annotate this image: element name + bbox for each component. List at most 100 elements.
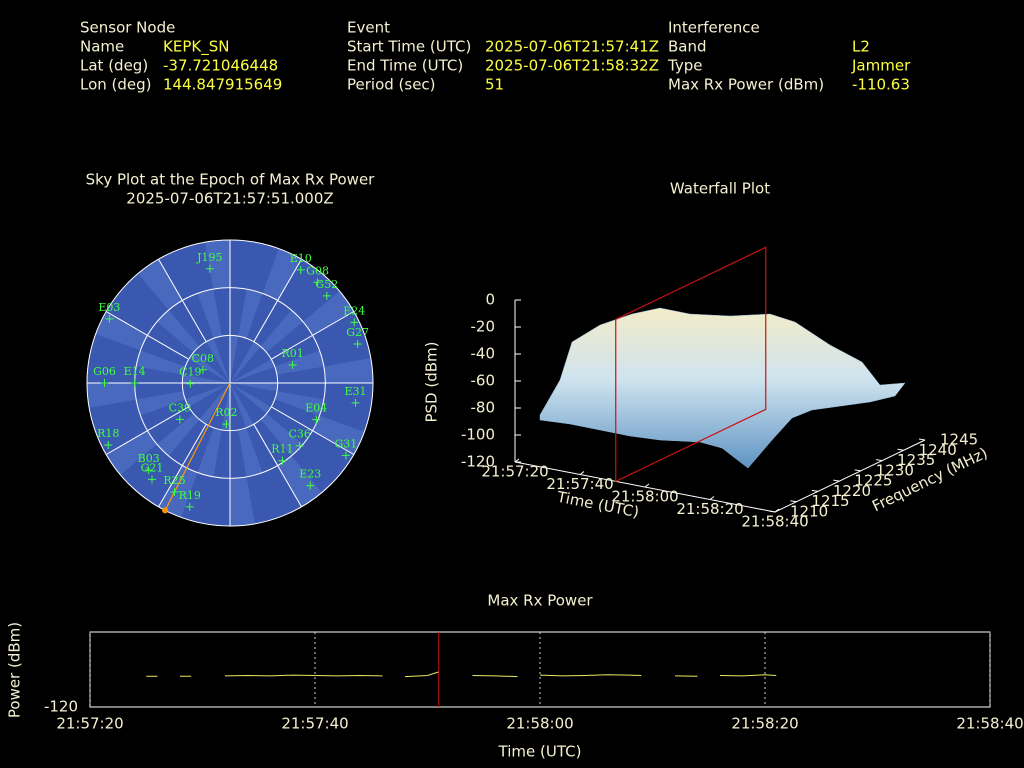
satellite-marker — [148, 475, 157, 484]
azimuth-line — [271, 311, 355, 360]
sky-tile — [230, 383, 278, 392]
satellite-marker — [205, 264, 214, 273]
satellite-marker — [353, 339, 362, 348]
sky-tile — [230, 476, 255, 526]
satellite-marker — [288, 361, 297, 370]
y-tick-label: -120 — [44, 698, 78, 716]
z-tick-label: -80 — [471, 399, 496, 417]
satellite-label: R02 — [215, 406, 237, 419]
power-line — [472, 675, 518, 678]
x-tick — [644, 483, 650, 488]
sky-tile — [323, 358, 373, 383]
z-tick-label: 0 — [485, 291, 495, 309]
satellite-label: G27 — [346, 326, 369, 339]
x-tick-label: 21:58:40 — [741, 513, 808, 531]
y-tick — [833, 479, 840, 482]
satellite-label: E04 — [305, 402, 327, 415]
sky-tile — [260, 309, 304, 353]
satellite-label: R18 — [97, 427, 119, 440]
satellite-label: R01 — [281, 347, 303, 360]
field-value: Jammer — [851, 57, 911, 75]
chart-subtitle: 2025-07-06T21:57:51.000Z — [126, 190, 333, 208]
satellite-label: G06 — [93, 365, 116, 378]
azimuth-line — [253, 424, 302, 508]
field-value: -37.721046448 — [163, 57, 278, 75]
sky-tile — [274, 391, 324, 416]
sky-tile — [230, 359, 275, 383]
field-label: Period (sec) — [347, 76, 436, 94]
field-value: -110.63 — [852, 76, 910, 94]
satellite-marker — [306, 481, 315, 490]
satellite-marker — [175, 415, 184, 424]
satellite-marker — [351, 398, 360, 407]
interference-dot — [162, 507, 169, 514]
sky-tile — [185, 383, 230, 407]
field-label: Lon (deg) — [80, 76, 152, 94]
satellite-marker — [222, 420, 231, 429]
sky-tile — [138, 259, 183, 310]
azimuth-line — [105, 406, 189, 455]
satellite-marker — [170, 488, 179, 497]
satellite-label: C36 — [288, 428, 310, 441]
azimuth-line — [158, 258, 207, 342]
psd-surface — [539, 307, 906, 469]
power-line — [404, 671, 439, 678]
x-tick-label: 21:58:40 — [956, 715, 1023, 733]
satellite-marker — [104, 441, 113, 450]
sky-tile — [206, 338, 230, 383]
section-title: Event — [347, 19, 390, 37]
field-label: Name — [80, 38, 124, 56]
field-value: 2025-07-06T21:58:32Z — [485, 57, 659, 75]
field-value: KEPK_SN — [163, 38, 229, 57]
satellite-label: E10 — [290, 252, 312, 265]
frequency-axis — [774, 439, 926, 513]
z-tick-label: -40 — [471, 345, 496, 363]
sky-tile — [230, 383, 272, 414]
field-label: End Time (UTC) — [347, 57, 463, 75]
sky-tile — [182, 374, 230, 383]
satellite-label: G31 — [334, 437, 357, 450]
azimuth-line — [105, 311, 189, 360]
y-tick — [811, 489, 818, 492]
y-tick — [918, 438, 926, 441]
sky-tile — [205, 240, 230, 290]
satellite-label: E23 — [299, 468, 321, 481]
y-tick — [768, 510, 776, 513]
x-tick-label: 21:57:20 — [481, 463, 548, 481]
z-tick-label: -100 — [461, 426, 495, 444]
sky-tile — [221, 383, 230, 431]
sky-tile — [197, 289, 222, 339]
y-tick — [876, 459, 883, 462]
power-line — [719, 674, 777, 677]
chart-title: Sky Plot at the Epoch of Max Rx Power — [86, 171, 376, 189]
z-tick-label: -20 — [471, 318, 496, 336]
sky-tile — [136, 350, 186, 375]
sky-tile — [156, 413, 200, 457]
sky-tile — [238, 427, 263, 477]
satellite-label: J195 — [196, 251, 222, 264]
sky-tile — [156, 309, 200, 353]
sky-tile — [262, 248, 302, 301]
y-tick-label: 1210 — [790, 503, 828, 521]
x-tick-label: 21:57:40 — [281, 715, 348, 733]
y-tick-label: 1225 — [854, 472, 892, 490]
y-tick-label: 1245 — [940, 431, 978, 449]
epoch-plane — [615, 246, 767, 483]
satellite-marker — [313, 278, 322, 287]
x-tick — [514, 458, 520, 463]
azimuth-line — [253, 258, 302, 342]
sky-tile — [260, 413, 304, 457]
x-tick — [709, 496, 715, 500]
x-tick-label: 21:58:20 — [676, 500, 743, 518]
field-label: Start Time (UTC) — [347, 38, 471, 56]
satellite-label: E03 — [98, 301, 120, 314]
satellite-marker — [322, 291, 331, 300]
satellite-marker — [312, 415, 321, 424]
satellite-marker — [185, 502, 194, 511]
sky-tile — [87, 383, 137, 408]
sky-tile — [277, 456, 322, 507]
azimuth-line — [158, 424, 207, 508]
y-tick-label: 1240 — [919, 441, 957, 459]
sky-tile — [188, 352, 230, 383]
